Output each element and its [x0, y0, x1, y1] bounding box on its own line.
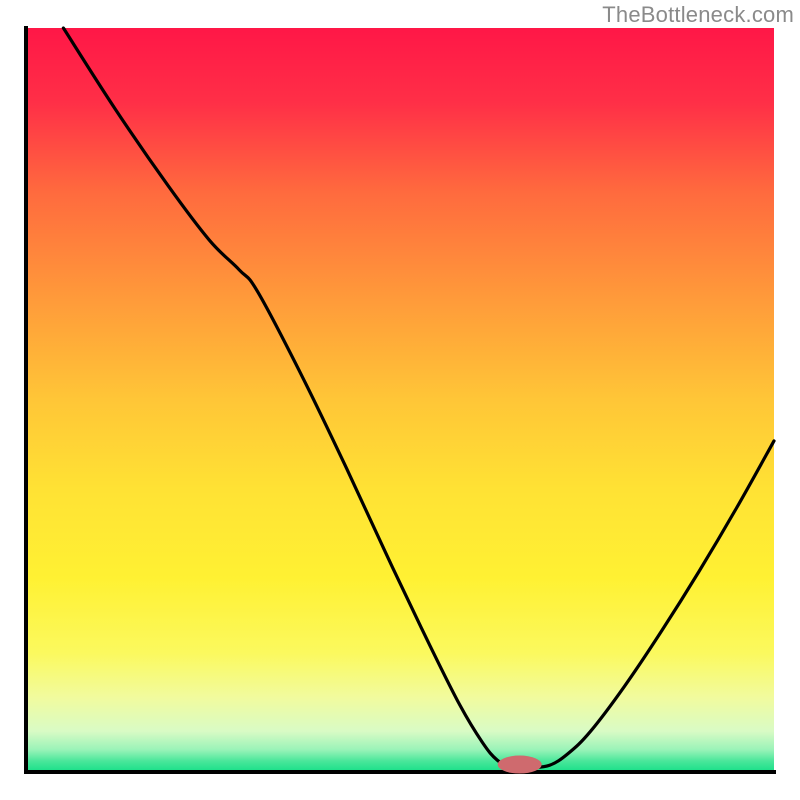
bottleneck-chart	[0, 0, 800, 800]
optimal-point-marker	[498, 756, 542, 774]
chart-background	[26, 28, 774, 772]
watermark-text: TheBottleneck.com	[602, 2, 794, 28]
